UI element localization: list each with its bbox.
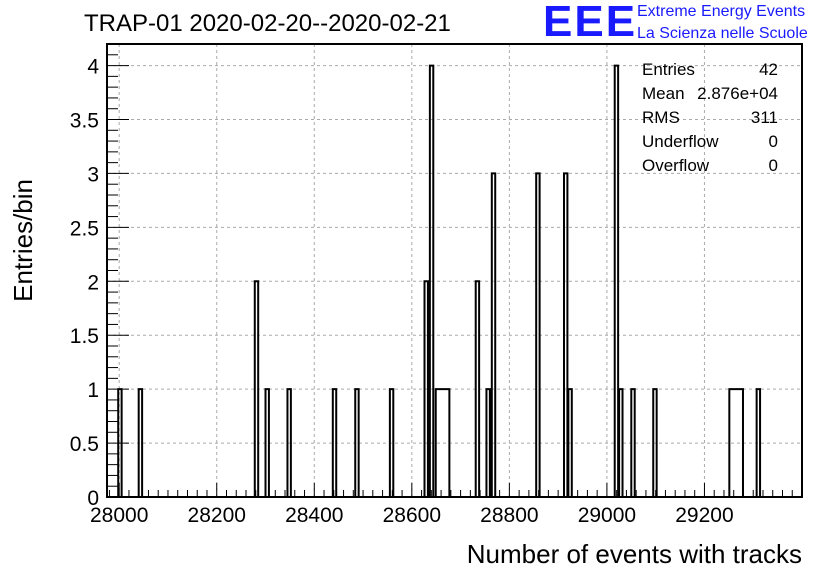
stats-box: Entries 42 Mean 2.876e+04 RMS 311 Underf… bbox=[642, 60, 778, 180]
axis-ticks bbox=[107, 54, 793, 498]
stat-value: 2.876e+04 bbox=[697, 84, 778, 103]
stat-label: Overflow bbox=[642, 156, 710, 175]
y-axis-label: Entries/bin bbox=[8, 179, 38, 302]
x-axis-label: Number of events with tracks bbox=[467, 539, 802, 569]
stat-value: 0 bbox=[768, 132, 778, 151]
stat-label: Entries bbox=[642, 60, 695, 79]
x-tick-label: 28800 bbox=[480, 504, 538, 527]
chart-title: TRAP-01 2020-02-20--2020-02-21 bbox=[84, 10, 451, 37]
stat-value: 311 bbox=[750, 108, 778, 127]
x-tick-label: 29200 bbox=[675, 504, 733, 527]
stat-value: 0 bbox=[768, 156, 778, 175]
stat-label: Mean bbox=[642, 84, 685, 103]
y-tick-label: 2 bbox=[87, 271, 99, 294]
y-tick-label: 3.5 bbox=[70, 110, 99, 133]
stat-value: 42 bbox=[759, 60, 778, 79]
stats-row-rms: RMS 311 bbox=[642, 108, 778, 132]
y-tick-label: 3 bbox=[87, 163, 99, 186]
y-tick-label: 0 bbox=[87, 487, 99, 510]
y-tick-label: 2.5 bbox=[70, 217, 99, 240]
logo-line-1: Extreme Energy Events bbox=[637, 3, 806, 20]
stat-label: RMS bbox=[642, 108, 680, 127]
y-tick-label: 0.5 bbox=[70, 433, 99, 456]
y-tick-label: 1.5 bbox=[70, 325, 99, 348]
x-tick-label: 28200 bbox=[188, 504, 246, 527]
x-tick-label: 28400 bbox=[285, 504, 343, 527]
x-tick-label: 28000 bbox=[90, 504, 148, 527]
y-tick-labels: 0 0.5 1 1.5 2 2.5 3 3.5 4 bbox=[70, 56, 100, 510]
eee-logo: EEE bbox=[543, 0, 638, 46]
stats-row-mean: Mean 2.876e+04 bbox=[642, 84, 778, 108]
y-tick-label: 1 bbox=[87, 379, 99, 402]
logo-line-2: La Scienza nelle Scuole bbox=[637, 25, 808, 42]
x-tick-labels: 28000 28200 28400 28600 28800 29000 29200 bbox=[90, 504, 734, 527]
y-tick-label: 4 bbox=[87, 56, 99, 79]
x-tick-label: 29000 bbox=[578, 504, 636, 527]
stats-row-underflow: Underflow 0 bbox=[642, 132, 778, 156]
x-tick-label: 28600 bbox=[383, 504, 441, 527]
stats-row-overflow: Overflow 0 bbox=[642, 156, 778, 180]
grid-lines bbox=[107, 44, 802, 497]
stat-label: Underflow bbox=[642, 132, 719, 151]
stats-row-entries: Entries 42 bbox=[642, 60, 778, 84]
